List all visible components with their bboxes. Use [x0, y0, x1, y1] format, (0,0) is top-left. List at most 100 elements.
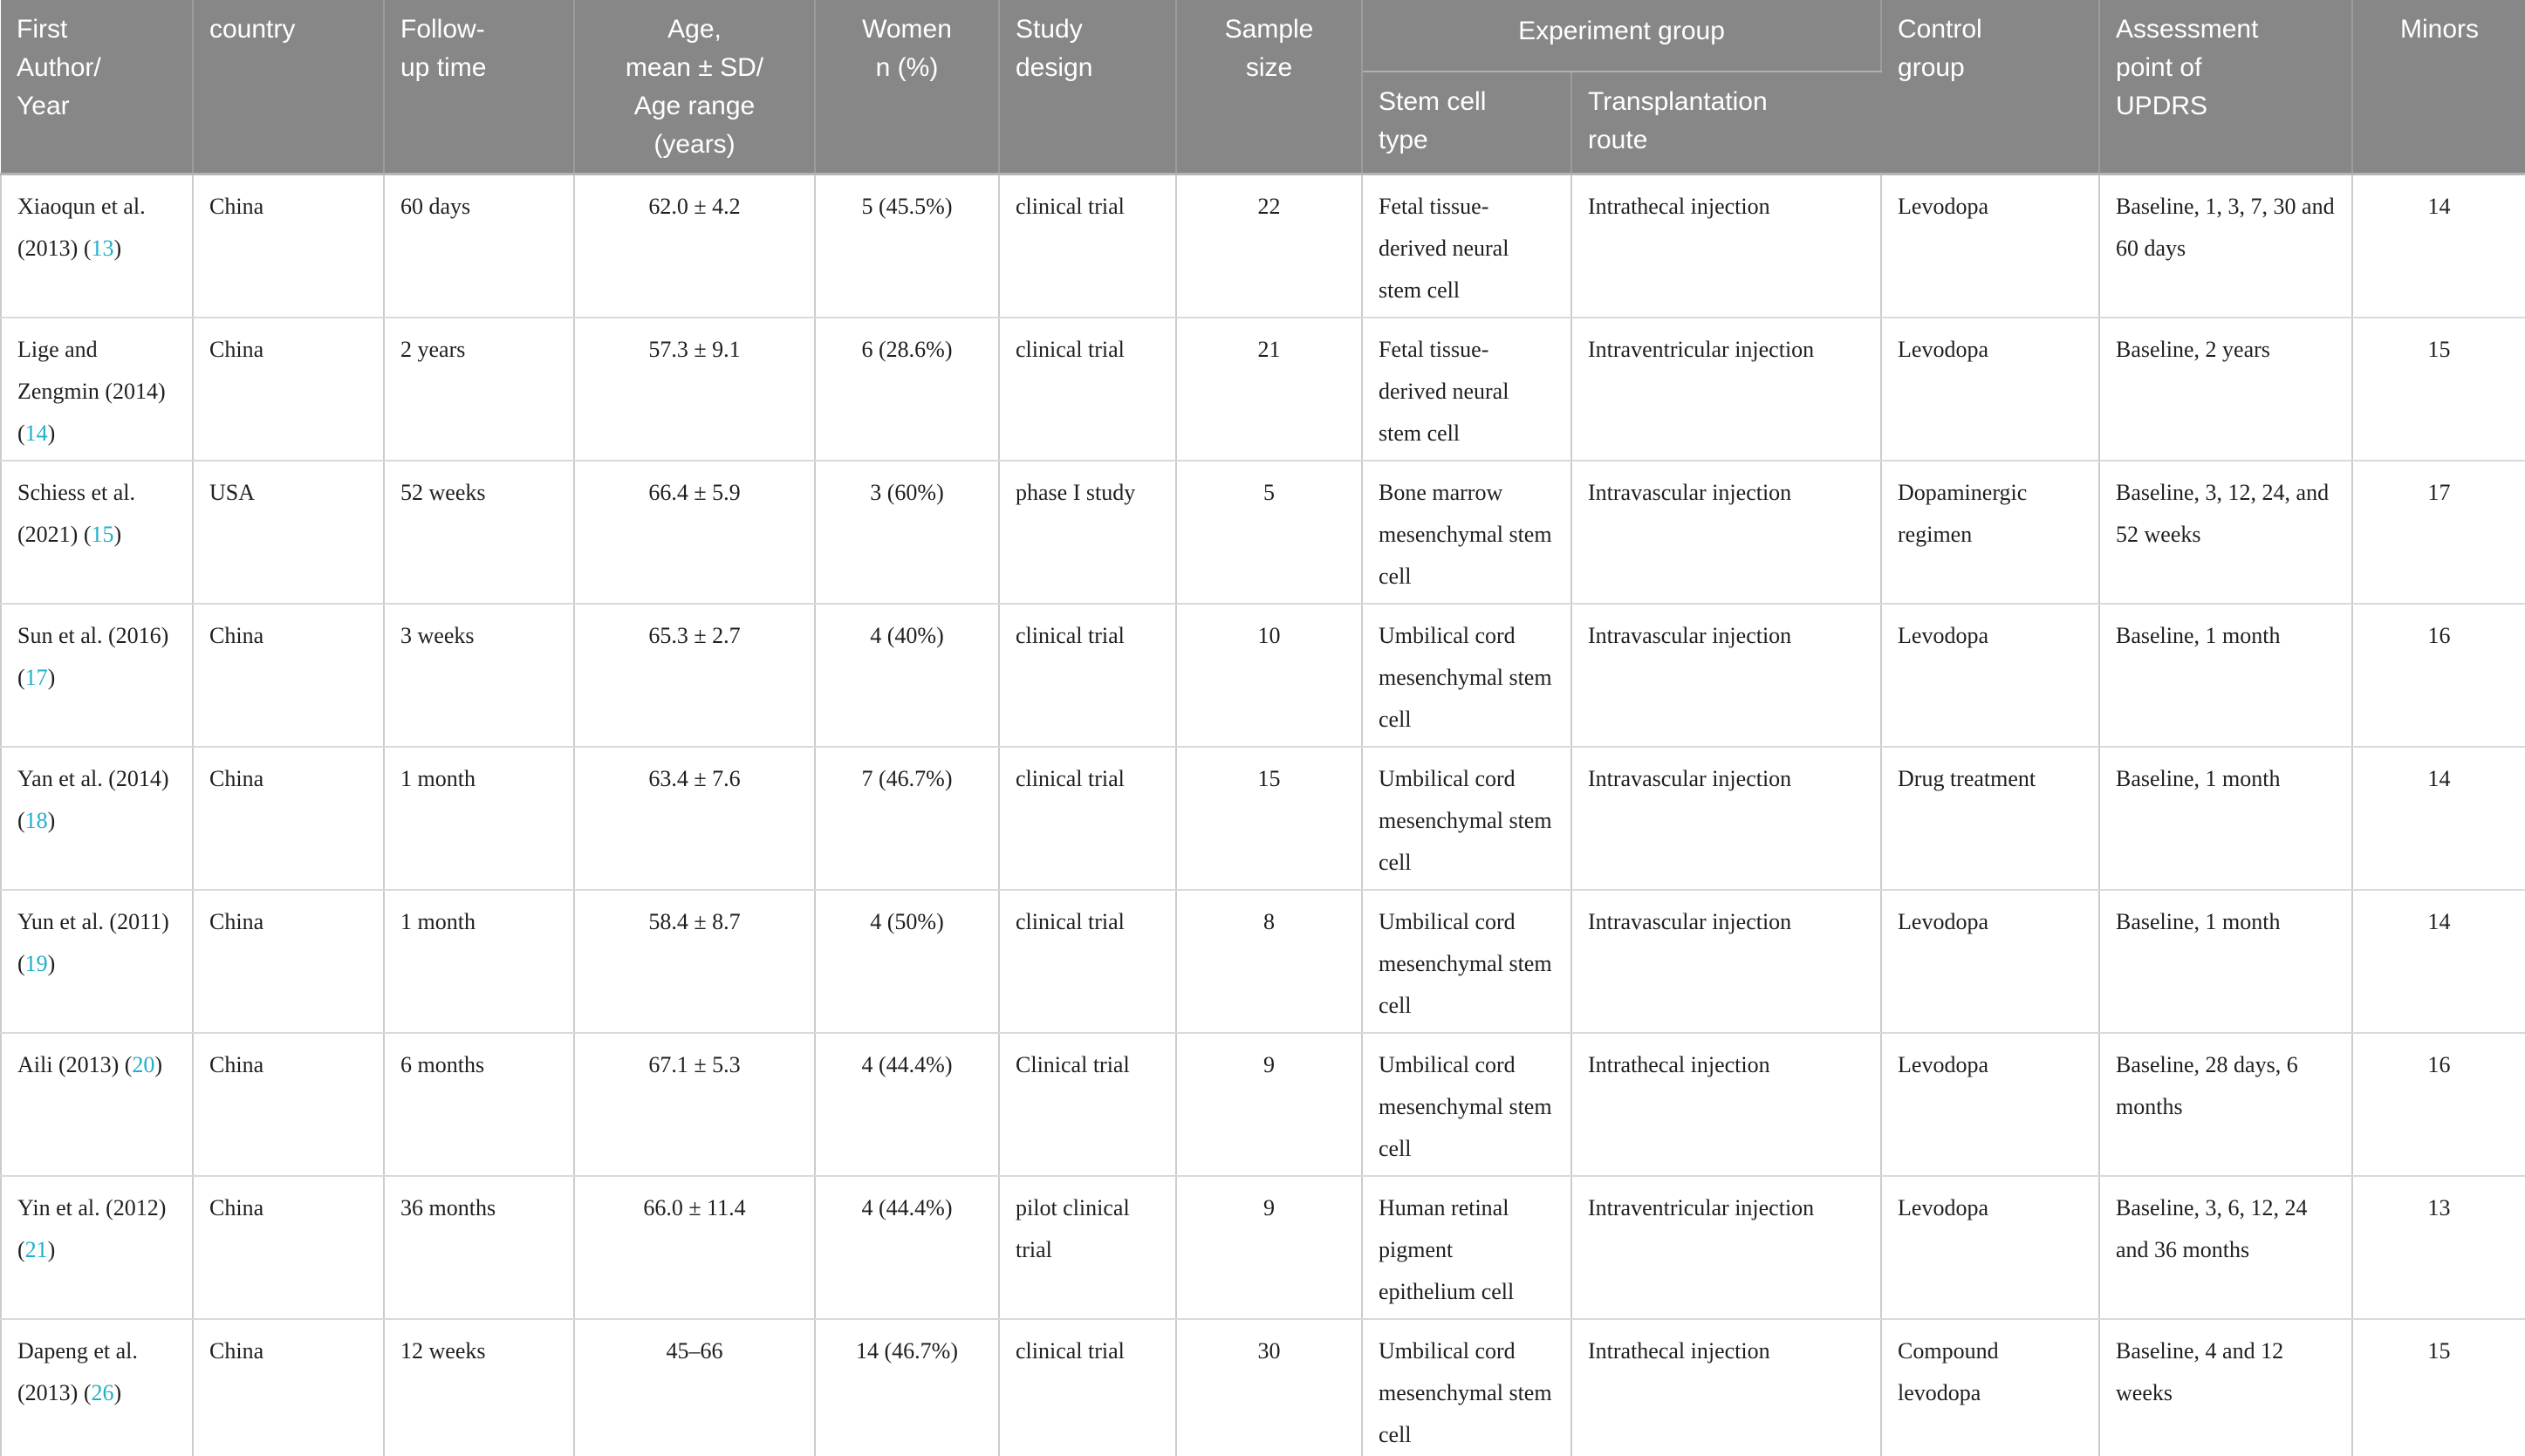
- table-header: First Author/ Year country Follow- up ti…: [1, 0, 2525, 175]
- cell-transplantation-route: Intraventricular injection: [1571, 318, 1883, 461]
- table-row: Yin et al. (2012) (21) China 36 months 6…: [0, 1176, 2525, 1320]
- author-text-paren: ): [47, 951, 56, 976]
- cell-minors: 14: [2352, 747, 2525, 891]
- citation-reference-link[interactable]: 18: [24, 808, 48, 833]
- citation-reference-link[interactable]: 20: [132, 1052, 155, 1077]
- cell-first-author-year: Lige and Zengmin (2014) (14): [0, 318, 194, 461]
- cell-follow-up-time: 6 months: [384, 1033, 575, 1177]
- author-text-paren: ): [113, 236, 122, 261]
- cell-transplantation-route: Intraventricular injection: [1571, 1176, 1883, 1320]
- cell-assessment-point: Baseline, 3, 12, 24, and 52 weeks: [2099, 461, 2354, 605]
- author-text-paren: ): [113, 522, 122, 547]
- cell-country: China: [193, 1319, 385, 1456]
- cell-age: 63.4 ± 7.6: [574, 747, 816, 891]
- cell-follow-up-time: 12 weeks: [384, 1319, 575, 1456]
- cell-minors: 16: [2352, 604, 2525, 748]
- cell-country: China: [193, 890, 385, 1034]
- cell-country: China: [193, 604, 385, 748]
- table-row: Yun et al. (2011) (19) China 1 month 58.…: [0, 890, 2525, 1034]
- cell-women: 4 (44.4%): [815, 1176, 1000, 1320]
- cell-sample-size: 21: [1176, 318, 1363, 461]
- cell-control-group: Levodopa: [1881, 1033, 2101, 1177]
- cell-women: 3 (60%): [815, 461, 1000, 605]
- cell-first-author-year: Yan et al. (2014) (18): [0, 747, 194, 891]
- cell-control-group: Levodopa: [1881, 318, 2101, 461]
- cell-stem-cell-type: Bone marrow mesenchymal stem cell: [1362, 461, 1572, 605]
- cell-control-group: Levodopa: [1881, 1176, 2101, 1320]
- cell-assessment-point: Baseline, 2 years: [2099, 318, 2354, 461]
- author-text: Dapeng et al. (2013) (: [17, 1338, 138, 1405]
- citation-reference-link[interactable]: 21: [24, 1237, 48, 1262]
- author-text-paren: ): [154, 1052, 163, 1077]
- cell-assessment-point: Baseline, 28 days, 6 months: [2099, 1033, 2354, 1177]
- table-row: Dapeng et al. (2013) (26) China 12 weeks…: [0, 1319, 2525, 1456]
- author-text: Yan et al. (2014) (: [17, 766, 169, 833]
- cell-control-group: Levodopa: [1881, 890, 2101, 1034]
- cell-assessment-point: Baseline, 1, 3, 7, 30 and 60 days: [2099, 174, 2354, 318]
- cell-women: 7 (46.7%): [815, 747, 1000, 891]
- cell-stem-cell-type: Umbilical cord mesenchymal stem cell: [1362, 604, 1572, 748]
- cell-age: 67.1 ± 5.3: [574, 1033, 816, 1177]
- author-text-paren: ): [47, 1237, 56, 1262]
- cell-country: China: [193, 174, 385, 318]
- cell-minors: 13: [2352, 1176, 2525, 1320]
- cell-follow-up-time: 36 months: [384, 1176, 575, 1320]
- citation-reference-link[interactable]: 17: [24, 665, 48, 690]
- cell-transplantation-route: Intravascular injection: [1571, 747, 1883, 891]
- cell-first-author-year: Aili (2013) (20): [0, 1033, 194, 1177]
- cell-stem-cell-type: Umbilical cord mesenchymal stem cell: [1362, 1319, 1572, 1456]
- cell-assessment-point: Baseline, 3, 6, 12, 24 and 36 months: [2099, 1176, 2354, 1320]
- table-row: Aili (2013) (20) China 6 months 67.1 ± 5…: [0, 1033, 2525, 1177]
- citation-reference-link[interactable]: 19: [24, 951, 48, 976]
- cell-minors: 14: [2352, 890, 2525, 1034]
- cell-control-group: Drug treatment: [1881, 747, 2101, 891]
- citation-reference-link[interactable]: 26: [91, 1380, 114, 1405]
- cell-study-design: clinical trial: [999, 174, 1177, 318]
- table-row: Yan et al. (2014) (18) China 1 month 63.…: [0, 747, 2525, 891]
- cell-country: China: [193, 1176, 385, 1320]
- cell-first-author-year: Schiess et al. (2021) (15): [0, 461, 194, 605]
- citation-reference-link[interactable]: 14: [24, 420, 48, 446]
- citation-reference-link[interactable]: 15: [91, 522, 114, 547]
- cell-age: 45–66: [574, 1319, 816, 1456]
- cell-stem-cell-type: Human retinal pigment epithelium cell: [1362, 1176, 1572, 1320]
- cell-follow-up-time: 52 weeks: [384, 461, 575, 605]
- cell-study-design: clinical trial: [999, 747, 1177, 891]
- table-row: Xiaoqun et al. (2013) (13) China 60 days…: [0, 174, 2525, 318]
- cell-control-group: Dopaminergic regimen: [1881, 461, 2101, 605]
- cell-study-design: pilot clinical trial: [999, 1176, 1177, 1320]
- cell-age: 66.0 ± 11.4: [574, 1176, 816, 1320]
- cell-control-group: Compound levodopa: [1881, 1319, 2101, 1456]
- author-text: Sun et al. (2016) (: [17, 623, 169, 690]
- citation-reference-link[interactable]: 13: [91, 236, 114, 261]
- cell-follow-up-time: 1 month: [384, 747, 575, 891]
- cell-country: China: [193, 318, 385, 461]
- header-row-top: First Author/ Year country Follow- up ti…: [1, 0, 2525, 175]
- col-header-experiment-group: Experiment group: [1362, 0, 1883, 72]
- cell-country: China: [193, 747, 385, 891]
- cell-study-design: clinical trial: [999, 1319, 1177, 1456]
- col-header-study-design: Study design: [999, 0, 1177, 175]
- cell-sample-size: 8: [1176, 890, 1363, 1034]
- cell-transplantation-route: Intrathecal injection: [1571, 174, 1883, 318]
- cell-stem-cell-type: Umbilical cord mesenchymal stem cell: [1362, 1033, 1572, 1177]
- cell-follow-up-time: 1 month: [384, 890, 575, 1034]
- cell-age: 62.0 ± 4.2: [574, 174, 816, 318]
- header-row-sub: Stem cell type Transplantation route: [1, 71, 2525, 175]
- cell-transplantation-route: Intravascular injection: [1571, 890, 1883, 1034]
- cell-women: 4 (40%): [815, 604, 1000, 748]
- cell-women: 14 (46.7%): [815, 1319, 1000, 1456]
- col-header-first-author-year: First Author/ Year: [1, 0, 194, 175]
- cell-assessment-point: Baseline, 1 month: [2099, 604, 2354, 748]
- cell-women: 4 (50%): [815, 890, 1000, 1034]
- cell-follow-up-time: 2 years: [384, 318, 575, 461]
- col-header-women: Women n (%): [815, 0, 1000, 175]
- cell-control-group: Levodopa: [1881, 604, 2101, 748]
- cell-first-author-year: Xiaoqun et al. (2013) (13): [0, 174, 194, 318]
- cell-study-design: Clinical trial: [999, 1033, 1177, 1177]
- cell-age: 65.3 ± 2.7: [574, 604, 816, 748]
- table-row: Schiess et al. (2021) (15) USA 52 weeks …: [0, 461, 2525, 605]
- cell-country: USA: [193, 461, 385, 605]
